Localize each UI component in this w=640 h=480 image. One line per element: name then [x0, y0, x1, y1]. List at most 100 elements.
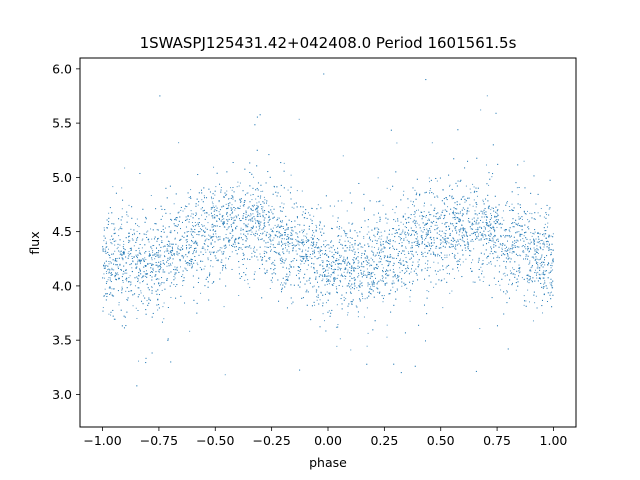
- data-point: [435, 246, 437, 248]
- data-point: [296, 190, 298, 192]
- data-point: [174, 230, 176, 232]
- data-point: [133, 232, 135, 234]
- data-point: [475, 206, 477, 208]
- data-point: [435, 247, 437, 249]
- data-point: [169, 256, 171, 258]
- data-point: [211, 201, 213, 203]
- data-point: [401, 242, 403, 244]
- data-point: [446, 241, 448, 243]
- data-point: [320, 292, 322, 294]
- data-point: [112, 295, 113, 297]
- data-point: [363, 236, 365, 238]
- data-point: [304, 273, 306, 275]
- data-point: [456, 204, 458, 206]
- data-point: [412, 221, 414, 223]
- data-point: [512, 244, 514, 246]
- data-point: [209, 273, 211, 275]
- data-point: [305, 253, 307, 255]
- data-point: [155, 290, 157, 292]
- data-point: [471, 218, 473, 220]
- data-point: [528, 263, 530, 265]
- data-point: [235, 246, 237, 248]
- data-point: [230, 216, 232, 218]
- data-point: [331, 247, 333, 249]
- data-point: [351, 266, 353, 268]
- data-point: [385, 217, 387, 219]
- data-point: [130, 281, 132, 283]
- data-point: [367, 219, 369, 221]
- data-point: [164, 271, 166, 273]
- data-point: [433, 286, 435, 288]
- data-point: [349, 263, 351, 265]
- data-point: [341, 255, 343, 257]
- data-point: [494, 215, 496, 217]
- data-point: [374, 239, 376, 241]
- data-point: [446, 240, 448, 242]
- data-point: [353, 260, 355, 262]
- data-point: [158, 278, 160, 280]
- data-point: [532, 320, 534, 322]
- data-point: [504, 230, 506, 232]
- data-point: [136, 266, 138, 268]
- data-point: [452, 210, 454, 212]
- data-point: [421, 243, 423, 245]
- data-point: [380, 258, 382, 260]
- data-point: [366, 233, 368, 235]
- data-point: [384, 230, 386, 232]
- data-point: [319, 220, 321, 222]
- data-point: [518, 264, 520, 266]
- data-point: [458, 213, 460, 215]
- data-point: [184, 205, 186, 207]
- data-point: [486, 222, 488, 224]
- data-point: [464, 230, 466, 232]
- data-point: [240, 220, 242, 222]
- data-point: [540, 248, 542, 250]
- data-point: [239, 205, 241, 207]
- data-point: [292, 301, 294, 303]
- data-point: [474, 234, 476, 236]
- data-point: [420, 230, 422, 232]
- data-point: [339, 338, 341, 340]
- data-point: [544, 273, 546, 275]
- data-point: [456, 208, 458, 210]
- data-point: [442, 269, 444, 271]
- data-point: [446, 221, 448, 223]
- data-point: [500, 227, 502, 229]
- data-point: [493, 210, 495, 212]
- data-point: [149, 254, 151, 256]
- data-point: [201, 214, 203, 216]
- data-point: [211, 251, 213, 253]
- data-point: [483, 226, 485, 228]
- data-point: [225, 203, 227, 205]
- data-point: [547, 292, 549, 294]
- data-point: [480, 238, 482, 240]
- data-point: [291, 303, 293, 305]
- data-point: [282, 248, 284, 250]
- data-point: [524, 187, 526, 189]
- data-point: [188, 197, 190, 198]
- data-point: [462, 236, 464, 238]
- data-point: [329, 293, 331, 295]
- data-point: [409, 300, 411, 302]
- data-point: [307, 250, 309, 252]
- data-point: [518, 267, 520, 269]
- data-point: [464, 244, 466, 246]
- data-point: [465, 185, 467, 187]
- data-point: [445, 197, 447, 199]
- data-point: [197, 174, 199, 176]
- data-point: [428, 177, 430, 179]
- data-point: [504, 250, 506, 252]
- data-point: [245, 246, 247, 248]
- data-point: [272, 261, 274, 263]
- data-point: [289, 272, 291, 274]
- data-point: [157, 270, 159, 272]
- data-point: [454, 257, 456, 259]
- data-point: [471, 222, 473, 224]
- data-point: [529, 239, 531, 241]
- data-point: [150, 245, 152, 247]
- data-point: [418, 246, 420, 248]
- data-point: [543, 277, 545, 279]
- data-point: [370, 286, 372, 288]
- data-point: [152, 250, 154, 252]
- data-point: [473, 248, 475, 250]
